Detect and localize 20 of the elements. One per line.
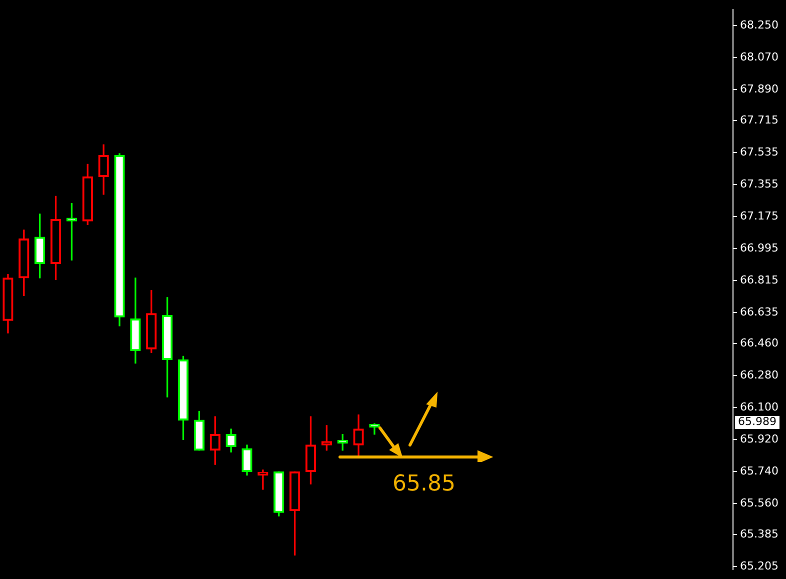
- annotation: 65.85: [392, 472, 456, 497]
- y-tick-label: 66.815: [740, 273, 778, 286]
- y-tick-label: 67.175: [740, 209, 778, 222]
- y-tick-label: 65.385: [740, 528, 778, 541]
- y-tick-label: 67.535: [740, 146, 778, 159]
- y-tick-label: 66.995: [740, 241, 778, 254]
- y-tick-label: 67.890: [740, 82, 778, 96]
- y-tick-label: 66.100: [740, 400, 778, 414]
- y-tick-label: 68.250: [740, 18, 778, 32]
- y-tick-label: 65.920: [740, 432, 778, 446]
- y-tick-label: 67.715: [740, 114, 778, 127]
- y-tick-label: 66.635: [740, 305, 778, 318]
- y-tick-label: 66.280: [740, 368, 778, 382]
- y-tick-label: 65.205: [740, 560, 778, 573]
- y-tick-label: 68.070: [740, 50, 778, 64]
- y-tick-label: 65.560: [740, 496, 778, 510]
- text: 65.989: [738, 414, 776, 428]
- y-tick-label: 67.355: [740, 178, 778, 191]
- y-tick-label: 65.740: [740, 464, 778, 478]
- y-tick-label: 66.460: [740, 336, 778, 350]
